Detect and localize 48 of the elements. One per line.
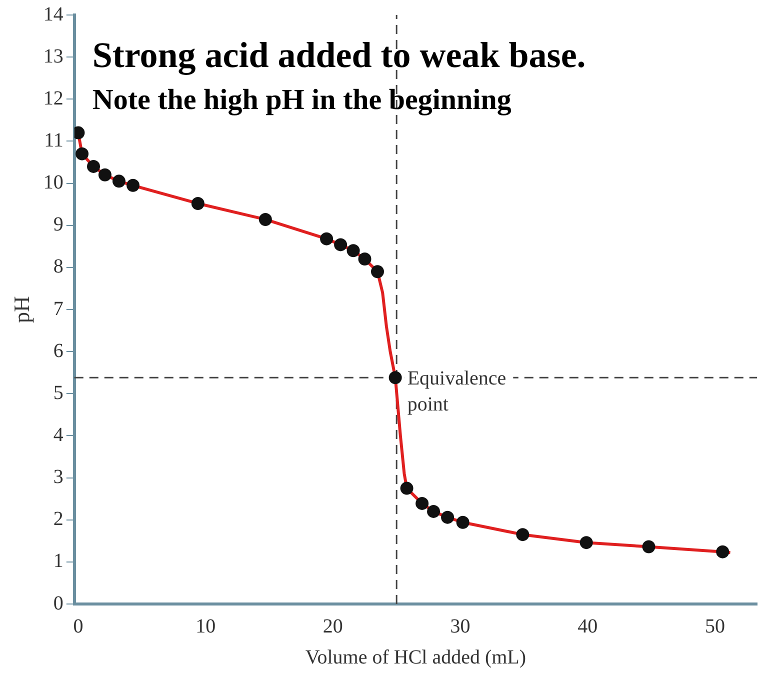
x-tick-label: 10 — [196, 615, 216, 638]
point — [358, 252, 372, 266]
text: Strong acid added to weak base. — [92, 35, 586, 75]
point — [400, 482, 414, 495]
point — [456, 516, 470, 529]
point — [87, 160, 100, 173]
point — [416, 496, 429, 510]
point — [716, 545, 730, 558]
x-tick-label: 0 — [73, 615, 84, 638]
point — [126, 178, 140, 192]
y-tick-label: 0 — [53, 592, 64, 614]
y-tick-label: 3 — [53, 466, 64, 488]
point — [346, 244, 360, 258]
y-tick-label: 1 — [53, 550, 64, 572]
text: Note the high pH in the beginning — [92, 84, 512, 116]
point — [370, 265, 384, 278]
point — [427, 504, 440, 518]
point — [76, 147, 89, 160]
y-tick-label: 5 — [53, 382, 64, 404]
point — [334, 238, 348, 252]
y-tick-label: 11 — [44, 129, 64, 152]
y-tick-label: 6 — [53, 340, 64, 362]
y-tick-label: 10 — [43, 172, 64, 194]
y-tick-label: 13 — [43, 45, 64, 68]
annotation: Equivalence point — [407, 368, 506, 416]
point — [320, 232, 334, 246]
y-tick-label: 12 — [43, 87, 64, 110]
x-tick-label: 50 — [704, 615, 725, 638]
x-axis-title: Volume of HCl added (mL) — [305, 646, 526, 668]
y-tick-label: 7 — [53, 298, 64, 320]
y-tick-label: 14 — [43, 3, 64, 26]
point — [516, 528, 530, 542]
x-tick-label: 40 — [578, 615, 598, 638]
x-tick-label: 20 — [322, 615, 343, 638]
y-tick-label: 4 — [53, 424, 64, 446]
y-tick-label: 8 — [53, 256, 64, 278]
point — [441, 510, 454, 524]
point — [98, 168, 112, 182]
point — [642, 540, 656, 554]
point — [112, 174, 126, 188]
point — [580, 536, 593, 550]
point — [191, 196, 204, 210]
point — [388, 371, 402, 384]
y-tick-label: 2 — [53, 508, 64, 530]
point — [258, 212, 272, 226]
x-tick-label: 30 — [450, 615, 470, 638]
y-axis-title: pH — [8, 296, 34, 323]
y-tick-label: 9 — [53, 214, 64, 236]
